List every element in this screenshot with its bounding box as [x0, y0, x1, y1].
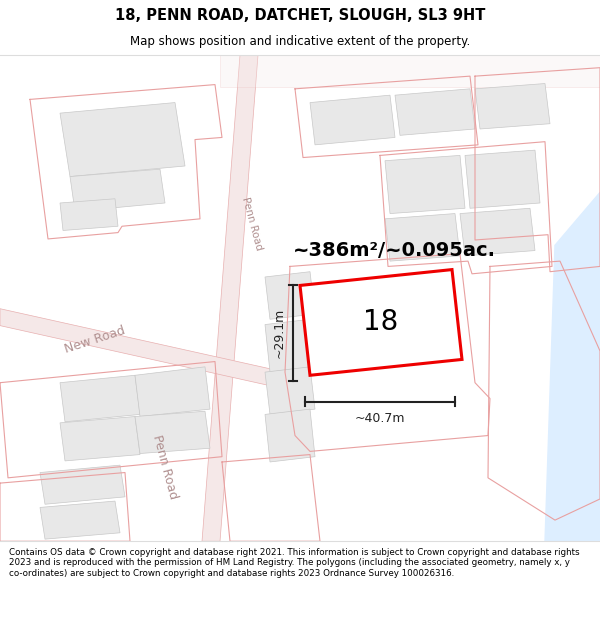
Polygon shape: [135, 367, 210, 416]
Polygon shape: [60, 375, 140, 422]
Polygon shape: [135, 411, 210, 454]
Polygon shape: [0, 309, 285, 389]
Polygon shape: [310, 95, 395, 145]
Text: ~29.1m: ~29.1m: [272, 308, 286, 358]
Text: Map shows position and indicative extent of the property.: Map shows position and indicative extent…: [130, 35, 470, 48]
Polygon shape: [395, 89, 475, 136]
Text: Penn Road: Penn Road: [150, 434, 180, 501]
Polygon shape: [60, 102, 185, 176]
Polygon shape: [265, 319, 315, 372]
Polygon shape: [545, 192, 600, 541]
Polygon shape: [60, 416, 140, 461]
Text: 18, PENN ROAD, DATCHET, SLOUGH, SL3 9HT: 18, PENN ROAD, DATCHET, SLOUGH, SL3 9HT: [115, 8, 485, 23]
Polygon shape: [202, 55, 258, 541]
Text: ~386m²/~0.095ac.: ~386m²/~0.095ac.: [293, 241, 496, 260]
Polygon shape: [300, 269, 462, 375]
Polygon shape: [475, 84, 550, 129]
Polygon shape: [40, 465, 125, 504]
Text: Contains OS data © Crown copyright and database right 2021. This information is : Contains OS data © Crown copyright and d…: [9, 548, 580, 578]
Polygon shape: [60, 199, 118, 231]
Polygon shape: [265, 367, 315, 414]
Polygon shape: [220, 55, 600, 87]
Polygon shape: [265, 272, 315, 319]
Text: ~40.7m: ~40.7m: [355, 412, 405, 425]
Text: New Road: New Road: [63, 324, 127, 356]
Polygon shape: [40, 501, 120, 539]
Polygon shape: [460, 208, 535, 256]
Text: Penn Road: Penn Road: [240, 196, 264, 252]
Polygon shape: [385, 156, 465, 214]
Polygon shape: [465, 150, 540, 208]
Polygon shape: [70, 169, 165, 211]
Text: 18: 18: [364, 308, 398, 336]
Polygon shape: [385, 214, 460, 261]
Polygon shape: [265, 409, 315, 462]
